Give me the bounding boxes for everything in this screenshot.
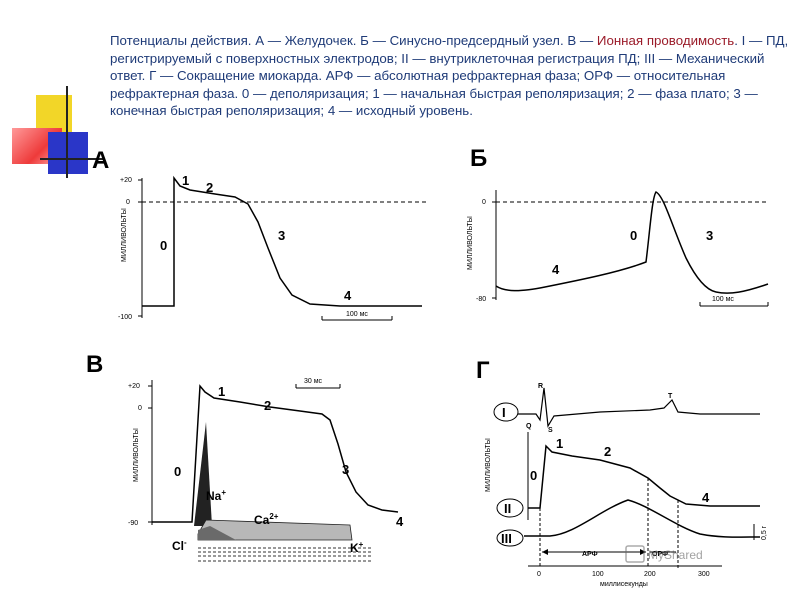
panel-g-row-marker bbox=[496, 498, 524, 518]
watermark: MyShared bbox=[625, 545, 703, 563]
panel-g-y-label: МИЛЛИВОЛЬТЫ bbox=[485, 438, 492, 492]
panel-g-letter: Г bbox=[476, 357, 490, 384]
panel-v-na-spike bbox=[194, 422, 212, 526]
caption-part-2: . I — ПД, регистрируемый с поверхностных… bbox=[110, 33, 789, 119]
panel-g-mechanical-trace bbox=[524, 499, 761, 538]
panel-g-arrow-head bbox=[640, 549, 646, 555]
ca-text: Ca bbox=[254, 513, 270, 527]
panel-a-tick-label: +20 bbox=[120, 177, 132, 184]
panel-g-ecg-trace bbox=[518, 387, 760, 428]
panel-g-row-label: I bbox=[502, 405, 506, 420]
panel-b-scale-label: 100 мс bbox=[712, 296, 734, 303]
panel-b-phase-label: 3 bbox=[706, 228, 713, 243]
panel-b-tick-label: 0 bbox=[482, 199, 486, 206]
panel-a: А +20 0 -100 МИЛЛИВОЛЬТЫ 1 2 0 3 4 100 м… bbox=[92, 147, 428, 321]
panel-g-arrow-head bbox=[542, 549, 548, 555]
panel-g-wave-label: Q bbox=[526, 423, 532, 430]
panel-g-ap-trace bbox=[528, 444, 760, 509]
panel-g-row-marker bbox=[496, 529, 524, 547]
panel-v-phase-label: 3 bbox=[342, 462, 349, 477]
panel-b-phase-label: 0 bbox=[630, 228, 637, 243]
panel-a-phase-label: 0 bbox=[160, 238, 167, 253]
panel-a-y-label: МИЛЛИВОЛЬТЫ bbox=[121, 208, 128, 262]
panel-v-scale-label: 30 мс bbox=[304, 378, 323, 385]
panel-b-phase-label: 4 bbox=[552, 262, 560, 277]
panel-b: Б 0 -80 МИЛЛИВОЛЬТЫ 4 0 3 100 мс bbox=[467, 145, 769, 307]
panel-v-phase-label: 4 bbox=[396, 514, 404, 529]
panel-a-phase-label: 2 bbox=[206, 180, 213, 195]
panel-v-tick-label: -90 bbox=[128, 520, 138, 527]
watermark-text: MyShared bbox=[648, 548, 703, 562]
panel-g-orf-label: ОРФ bbox=[652, 551, 668, 558]
panel-v-phase-label: 2 bbox=[264, 398, 271, 413]
panel-g-phase-label: 1 bbox=[556, 436, 563, 451]
panel-g: Г I R Q S T МИЛЛИВОЛЬТЫ II 1 2 0 4 III 0… bbox=[476, 357, 768, 588]
k-charge: + bbox=[359, 540, 364, 549]
panel-v-letter: В bbox=[86, 351, 103, 378]
panel-v-cl-area bbox=[198, 526, 236, 540]
panel-a-phase-label: 4 bbox=[344, 288, 352, 303]
figure-caption: Потенциалы действия. А — Желудочек. Б — … bbox=[110, 32, 790, 120]
panel-v-action-potential bbox=[152, 384, 399, 523]
cl-text: Cl bbox=[172, 539, 184, 553]
panel-b-y-label: МИЛЛИВОЛЬТЫ bbox=[467, 216, 474, 270]
panel-a-scale-label: 100 мс bbox=[346, 311, 368, 318]
panel-a-tick-label: -100 bbox=[118, 314, 132, 321]
panel-v-cl-label: Cl- bbox=[172, 538, 187, 553]
caption-part-1: Потенциалы действия. А — Желудочек. Б — … bbox=[110, 33, 597, 48]
watermark-logo-icon bbox=[625, 545, 645, 563]
panel-g-wave-label: T bbox=[668, 393, 673, 400]
panel-g-x-tick: 100 bbox=[592, 571, 604, 578]
deco-horizontal-line bbox=[40, 158, 104, 160]
panel-v-tick-label: +20 bbox=[128, 383, 140, 390]
panel-g-x-label: миллисекунды bbox=[600, 581, 648, 588]
panel-g-phase-label: 2 bbox=[604, 444, 611, 459]
panel-g-x-tick: 300 bbox=[698, 571, 710, 578]
panel-g-x-tick: 200 bbox=[644, 571, 656, 578]
cl-charge: - bbox=[184, 538, 187, 547]
panel-v-ca-label: Ca2+ bbox=[254, 512, 279, 527]
panel-a-letter: А bbox=[92, 147, 109, 174]
panel-g-wave-label: R bbox=[538, 383, 543, 390]
panel-g-row-label: III bbox=[501, 531, 512, 546]
panel-g-force-scale-label: 0,5 г bbox=[761, 525, 768, 540]
panel-b-tick-label: -80 bbox=[476, 296, 486, 303]
panel-g-wave-label: S bbox=[548, 427, 553, 434]
panel-a-phase-label: 1 bbox=[182, 173, 189, 188]
panel-a-action-potential bbox=[142, 175, 422, 307]
panel-v-y-label: МИЛЛИВОЛЬТЫ bbox=[133, 428, 140, 482]
panel-v-na-label: Na+ bbox=[206, 488, 226, 503]
na-charge: + bbox=[221, 488, 226, 497]
panel-a-phase-label: 3 bbox=[278, 228, 285, 243]
panel-v: В +20 0 -90 МИЛЛИВОЛЬТЫ 30 мс 1 2 0 3 4 … bbox=[86, 351, 404, 562]
na-text: Na bbox=[206, 489, 222, 503]
panel-v-phase-label: 1 bbox=[218, 384, 225, 399]
panel-b-action-potential bbox=[495, 191, 769, 294]
panel-v-k-label: K+ bbox=[350, 540, 364, 555]
k-text: K bbox=[350, 541, 359, 555]
panel-v-phase-label: 0 bbox=[174, 464, 181, 479]
panel-g-arf-label: АРФ bbox=[582, 551, 598, 558]
panel-g-row-label: II bbox=[504, 501, 511, 516]
panel-v-tick-label: 0 bbox=[138, 405, 142, 412]
caption-highlight: Ионная проводимость bbox=[596, 33, 735, 48]
ca-charge: 2+ bbox=[269, 512, 278, 521]
panel-a-tick-label: 0 bbox=[126, 199, 130, 206]
panel-g-phase-label: 0 bbox=[530, 468, 537, 483]
panel-g-row-marker bbox=[493, 402, 519, 422]
deco-blue-square bbox=[48, 132, 88, 174]
deco-vertical-line bbox=[66, 86, 68, 178]
panel-g-x-tick: 0 bbox=[537, 571, 541, 578]
panel-b-letter: Б bbox=[470, 145, 487, 172]
panel-g-phase-label: 4 bbox=[702, 490, 710, 505]
